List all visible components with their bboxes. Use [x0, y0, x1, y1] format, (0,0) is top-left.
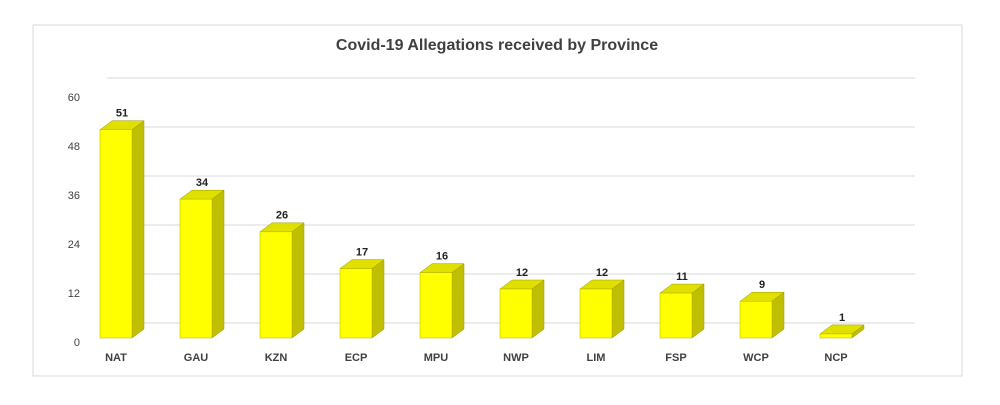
bar: [659, 292, 693, 339]
bar: [259, 231, 293, 339]
x-tick-label: MPU: [424, 352, 449, 364]
y-tick-label: 0: [74, 337, 80, 349]
bar: [179, 198, 213, 339]
x-tick-label: GAU: [184, 352, 209, 364]
x-tick-label: NAT: [105, 352, 127, 364]
x-tick-label: WCP: [743, 352, 769, 364]
x-tick-label: ECP: [345, 352, 368, 364]
y-tick-label: 48: [68, 141, 80, 153]
value-label: 9: [759, 279, 765, 291]
chart-title: Covid-19 Allegations received by Provinc…: [336, 37, 658, 54]
bar: [819, 333, 853, 339]
x-tick-label: NWP: [503, 352, 529, 364]
bar-side: [611, 279, 625, 339]
bar-side: [291, 222, 305, 339]
bar-side: [531, 279, 545, 339]
bar-side: [451, 263, 465, 339]
value-label: 16: [436, 251, 448, 263]
bar: [499, 288, 533, 339]
bar: [739, 301, 773, 339]
value-label: 17: [356, 246, 368, 258]
bar: [419, 272, 453, 339]
bar: [579, 288, 613, 339]
x-tick-label: FSP: [665, 352, 686, 364]
y-tick-label: 60: [68, 92, 80, 104]
value-label: 12: [596, 267, 608, 279]
bar-side: [371, 259, 385, 339]
x-tick-label: NCP: [824, 352, 847, 364]
value-label: 11: [676, 271, 688, 283]
bar-side: [131, 120, 145, 339]
bar: [99, 129, 133, 339]
bar-side: [211, 189, 225, 339]
bar: [339, 268, 373, 339]
value-label: 26: [276, 210, 288, 222]
bar-side: [691, 283, 705, 339]
value-label: 51: [116, 108, 128, 120]
value-label: 1: [839, 312, 845, 324]
value-label: 12: [516, 267, 528, 279]
y-tick-label: 12: [68, 288, 80, 300]
x-tick-label: KZN: [265, 352, 288, 364]
x-tick-label: LIM: [587, 352, 606, 364]
y-tick-label: 24: [68, 239, 80, 251]
y-tick-label: 36: [68, 190, 80, 202]
value-label: 34: [196, 177, 209, 189]
